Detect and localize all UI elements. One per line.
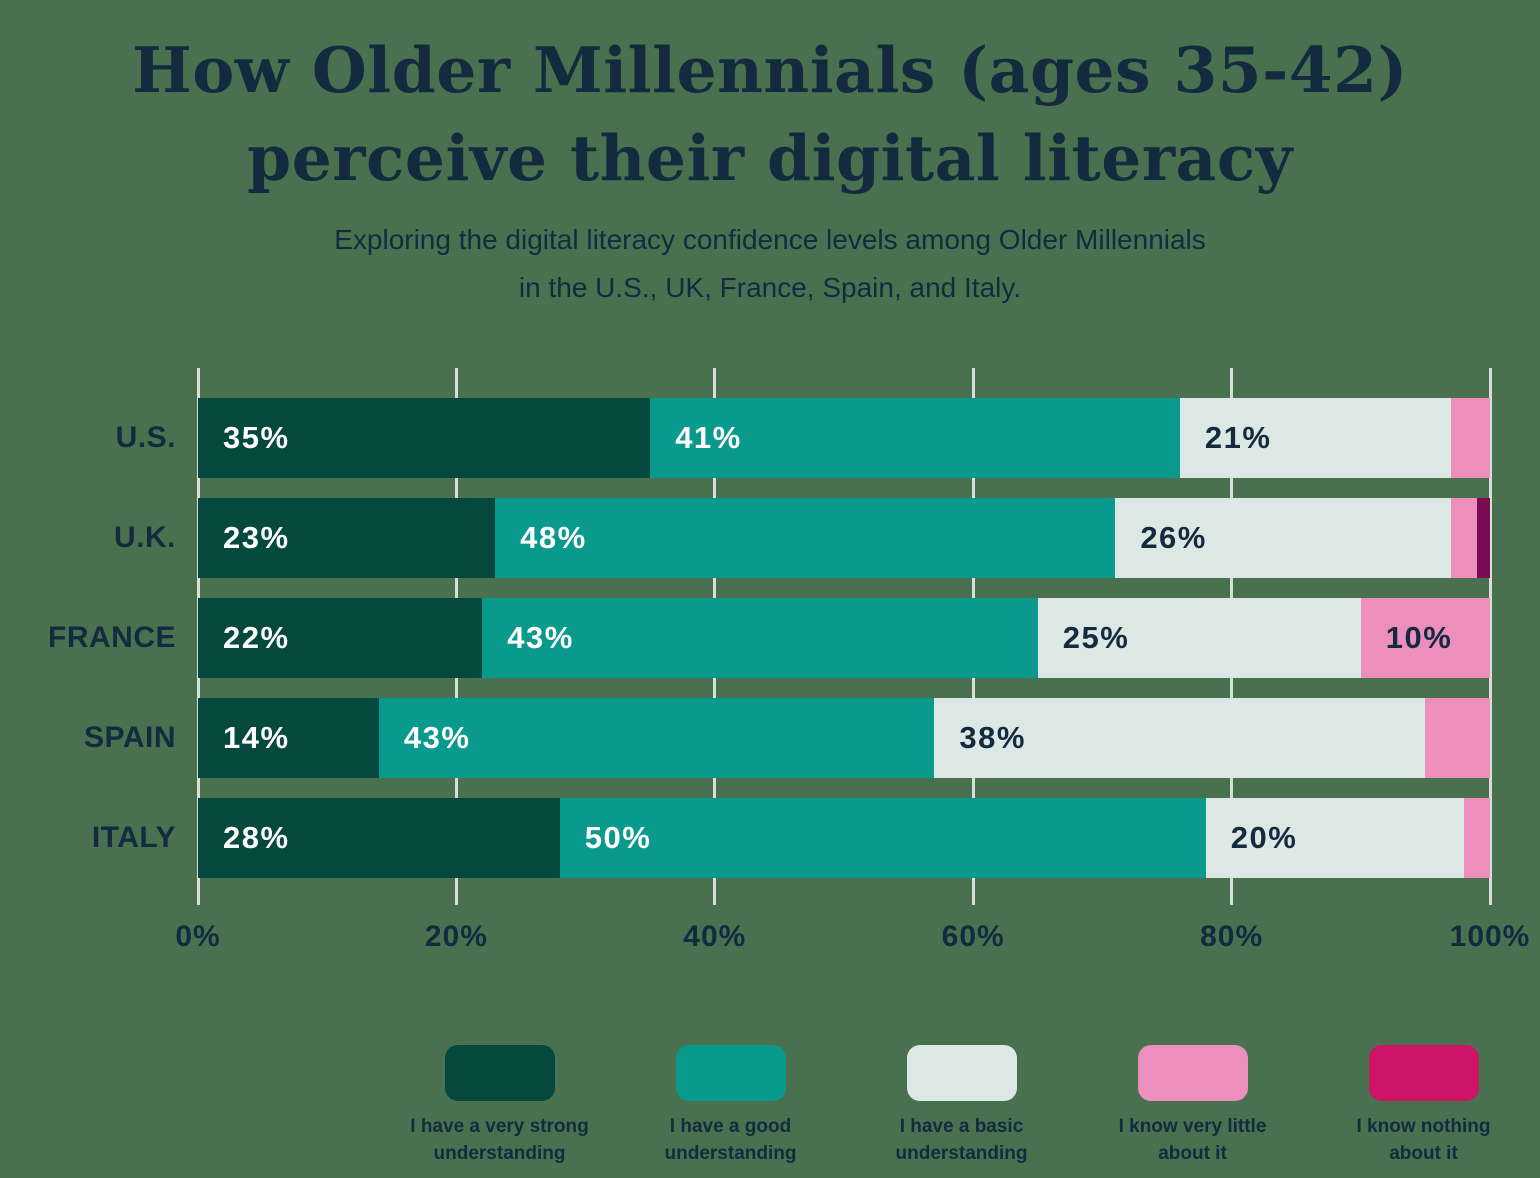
bar-segment-us-series2: 41% [650,398,1180,478]
x-axis-label-100: 100% [1449,920,1531,953]
value-label: 22% [223,620,290,655]
bar-segment-uk-series1: 23% [198,498,496,578]
value-label: 20% [1230,820,1298,855]
legend-swatch-series2 [675,1045,786,1101]
value-label: 50% [584,820,652,855]
bar-segment-france-series4: 10% [1360,598,1490,678]
bar-segment-italy-series4 [1464,798,1490,878]
legend-swatch-series4 [1137,1045,1248,1101]
legend-label-series3: I have a basic understanding [895,1116,1028,1164]
bar-segment-spain-series2: 43% [378,698,935,778]
chart-title-line2: perceive their digital literacy [247,121,1293,195]
chart-title: How Older Millennials (ages 35-42) perce… [0,26,1540,202]
legend-swatch-series5 [1368,1045,1479,1101]
bar-segment-spain-series1: 14% [198,698,379,778]
bar-segment-us-series3: 21% [1179,398,1452,478]
gridline-5 [1488,368,1492,905]
value-label: 28% [223,820,290,855]
bar-segment-spain-series3: 38% [934,698,1426,778]
bar-segment-uk-series3: 26% [1115,498,1452,578]
bar-segment-spain-series4 [1425,698,1490,778]
x-axis-label-0: 0% [175,920,221,953]
value-label: 10% [1385,620,1453,655]
legend-label-series5: I know nothing about it [1356,1116,1491,1164]
bar-row-france: 22% 43% 25% 10% [198,598,1490,678]
legend-item-iknownothing: I know nothing about it [1308,1045,1539,1167]
legend-label-series4: I know very little about it [1118,1116,1267,1164]
x-axis-label-20: 20% [424,920,488,953]
category-label-uk: U.K. [114,521,176,554]
category-label-spain: SPAIN [84,721,176,754]
value-label: 14% [223,720,290,755]
bar-segment-france-series2: 43% [482,598,1038,678]
value-label: 21% [1204,420,1272,455]
bar-row-us: 35% 41% 21% [198,398,1490,478]
value-label: 48% [520,520,587,555]
x-axis-label-60: 60% [941,920,1005,953]
legend-item-ihaveabasic: I have a basic understanding [846,1045,1077,1167]
value-label: 25% [1062,620,1130,655]
bar-row-italy: 28% 50% 20% [198,798,1490,878]
bar-row-spain: 14% 43% 38% [198,698,1490,778]
x-axis: 0% 20% 40% 60% 80% 100% [175,920,1529,960]
value-label: 35% [223,420,290,455]
bar-row-uk: 23% 48% 26% [198,498,1490,578]
bar-segment-uk-series4 [1451,498,1478,578]
bar-segment-uk-series2: 48% [495,498,1116,578]
category-label-italy: ITALY [91,821,176,854]
chart-area: U.S. 35% 41% 21% U.K. 23% 48% 26% FRANCE 22% 43% 25… [0,368,1540,905]
value-label: 43% [507,620,574,655]
legend-label-series2: I have a good understanding [664,1116,797,1164]
x-axis-label-40: 40% [683,920,747,953]
legend-item-ihaveaverystrong: I have a very strong understanding [384,1045,615,1167]
bar-segment-italy-series2: 50% [559,798,1206,878]
value-label: 26% [1140,520,1207,555]
chart-title-line1: How Older Millennials (ages 35-42) [132,33,1408,107]
bar-segment-uk-series5 [1477,498,1490,578]
bar-segment-us-series4 [1451,398,1490,478]
legend-swatch-series3 [906,1045,1017,1101]
category-label-us: U.S. [115,421,176,454]
legend-label-series1: I have a very strong understanding [410,1116,589,1164]
chart-subtitle-line1: Exploring the digital literacy confidenc… [334,224,1206,255]
x-axis-label-80: 80% [1200,920,1264,953]
value-label: 23% [223,520,290,555]
value-label: 38% [959,720,1026,755]
bar-segment-us-series1: 35% [198,398,651,478]
bar-segment-france-series3: 25% [1037,598,1361,678]
legend-item-ihaveagood: I have a good understanding [615,1045,846,1167]
bar-segment-france-series1: 22% [198,598,483,678]
chart-subtitle-line2: in the U.S., UK, France, Spain, and Ital… [518,272,1022,303]
legend-item-iknowverylittle: I know very little about it [1077,1045,1308,1167]
legend: I have a very strong understanding I have … [384,1045,1540,1167]
legend-swatch-series1 [444,1045,555,1101]
bar-segment-italy-series3: 20% [1205,798,1465,878]
value-label: 43% [403,720,471,755]
value-label: 41% [675,420,742,455]
category-label-france: FRANCE [48,621,176,654]
bar-segment-italy-series1: 28% [198,798,560,878]
chart-subtitle: Exploring the digital literacy confidenc… [0,216,1540,312]
